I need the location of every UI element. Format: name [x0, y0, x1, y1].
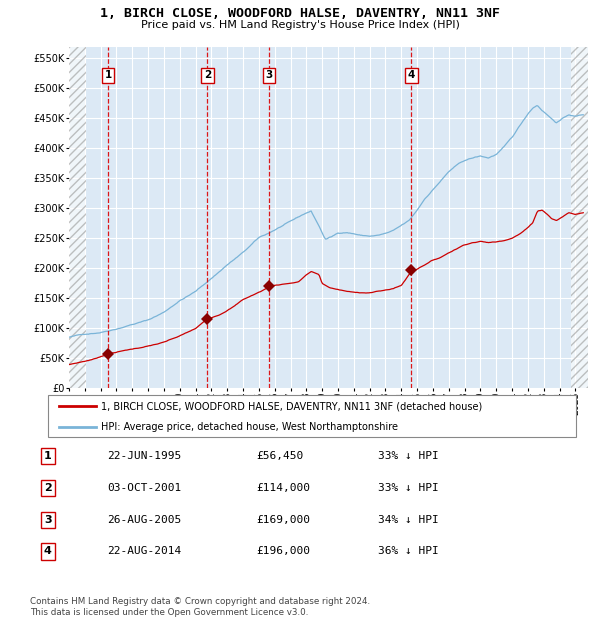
Text: 3: 3 — [266, 71, 273, 81]
Text: 1, BIRCH CLOSE, WOODFORD HALSE, DAVENTRY, NN11 3NF: 1, BIRCH CLOSE, WOODFORD HALSE, DAVENTRY… — [100, 7, 500, 20]
Text: 33% ↓ HPI: 33% ↓ HPI — [378, 451, 439, 461]
Text: 4: 4 — [408, 71, 415, 81]
Text: 03-OCT-2001: 03-OCT-2001 — [107, 483, 182, 493]
Text: £114,000: £114,000 — [256, 483, 310, 493]
Text: 3: 3 — [44, 515, 52, 525]
Text: 36% ↓ HPI: 36% ↓ HPI — [378, 546, 439, 556]
Text: 1: 1 — [44, 451, 52, 461]
Text: 34% ↓ HPI: 34% ↓ HPI — [378, 515, 439, 525]
Text: 1, BIRCH CLOSE, WOODFORD HALSE, DAVENTRY, NN11 3NF (detached house): 1, BIRCH CLOSE, WOODFORD HALSE, DAVENTRY… — [101, 401, 482, 411]
Text: 26-AUG-2005: 26-AUG-2005 — [107, 515, 182, 525]
Text: 33% ↓ HPI: 33% ↓ HPI — [378, 483, 439, 493]
Text: 22-AUG-2014: 22-AUG-2014 — [107, 546, 182, 556]
Text: HPI: Average price, detached house, West Northamptonshire: HPI: Average price, detached house, West… — [101, 422, 398, 432]
Text: 22-JUN-1995: 22-JUN-1995 — [107, 451, 182, 461]
Text: £169,000: £169,000 — [256, 515, 310, 525]
Bar — [69, 46, 86, 388]
Text: 2: 2 — [204, 71, 211, 81]
Text: £196,000: £196,000 — [256, 546, 310, 556]
Text: 4: 4 — [44, 546, 52, 556]
Text: £56,450: £56,450 — [256, 451, 304, 461]
Text: Price paid vs. HM Land Registry's House Price Index (HPI): Price paid vs. HM Land Registry's House … — [140, 20, 460, 30]
Text: Contains HM Land Registry data © Crown copyright and database right 2024.
This d: Contains HM Land Registry data © Crown c… — [30, 598, 370, 617]
Text: 2: 2 — [44, 483, 52, 493]
Bar — [571, 46, 588, 388]
Text: 1: 1 — [104, 71, 112, 81]
FancyBboxPatch shape — [48, 395, 576, 437]
